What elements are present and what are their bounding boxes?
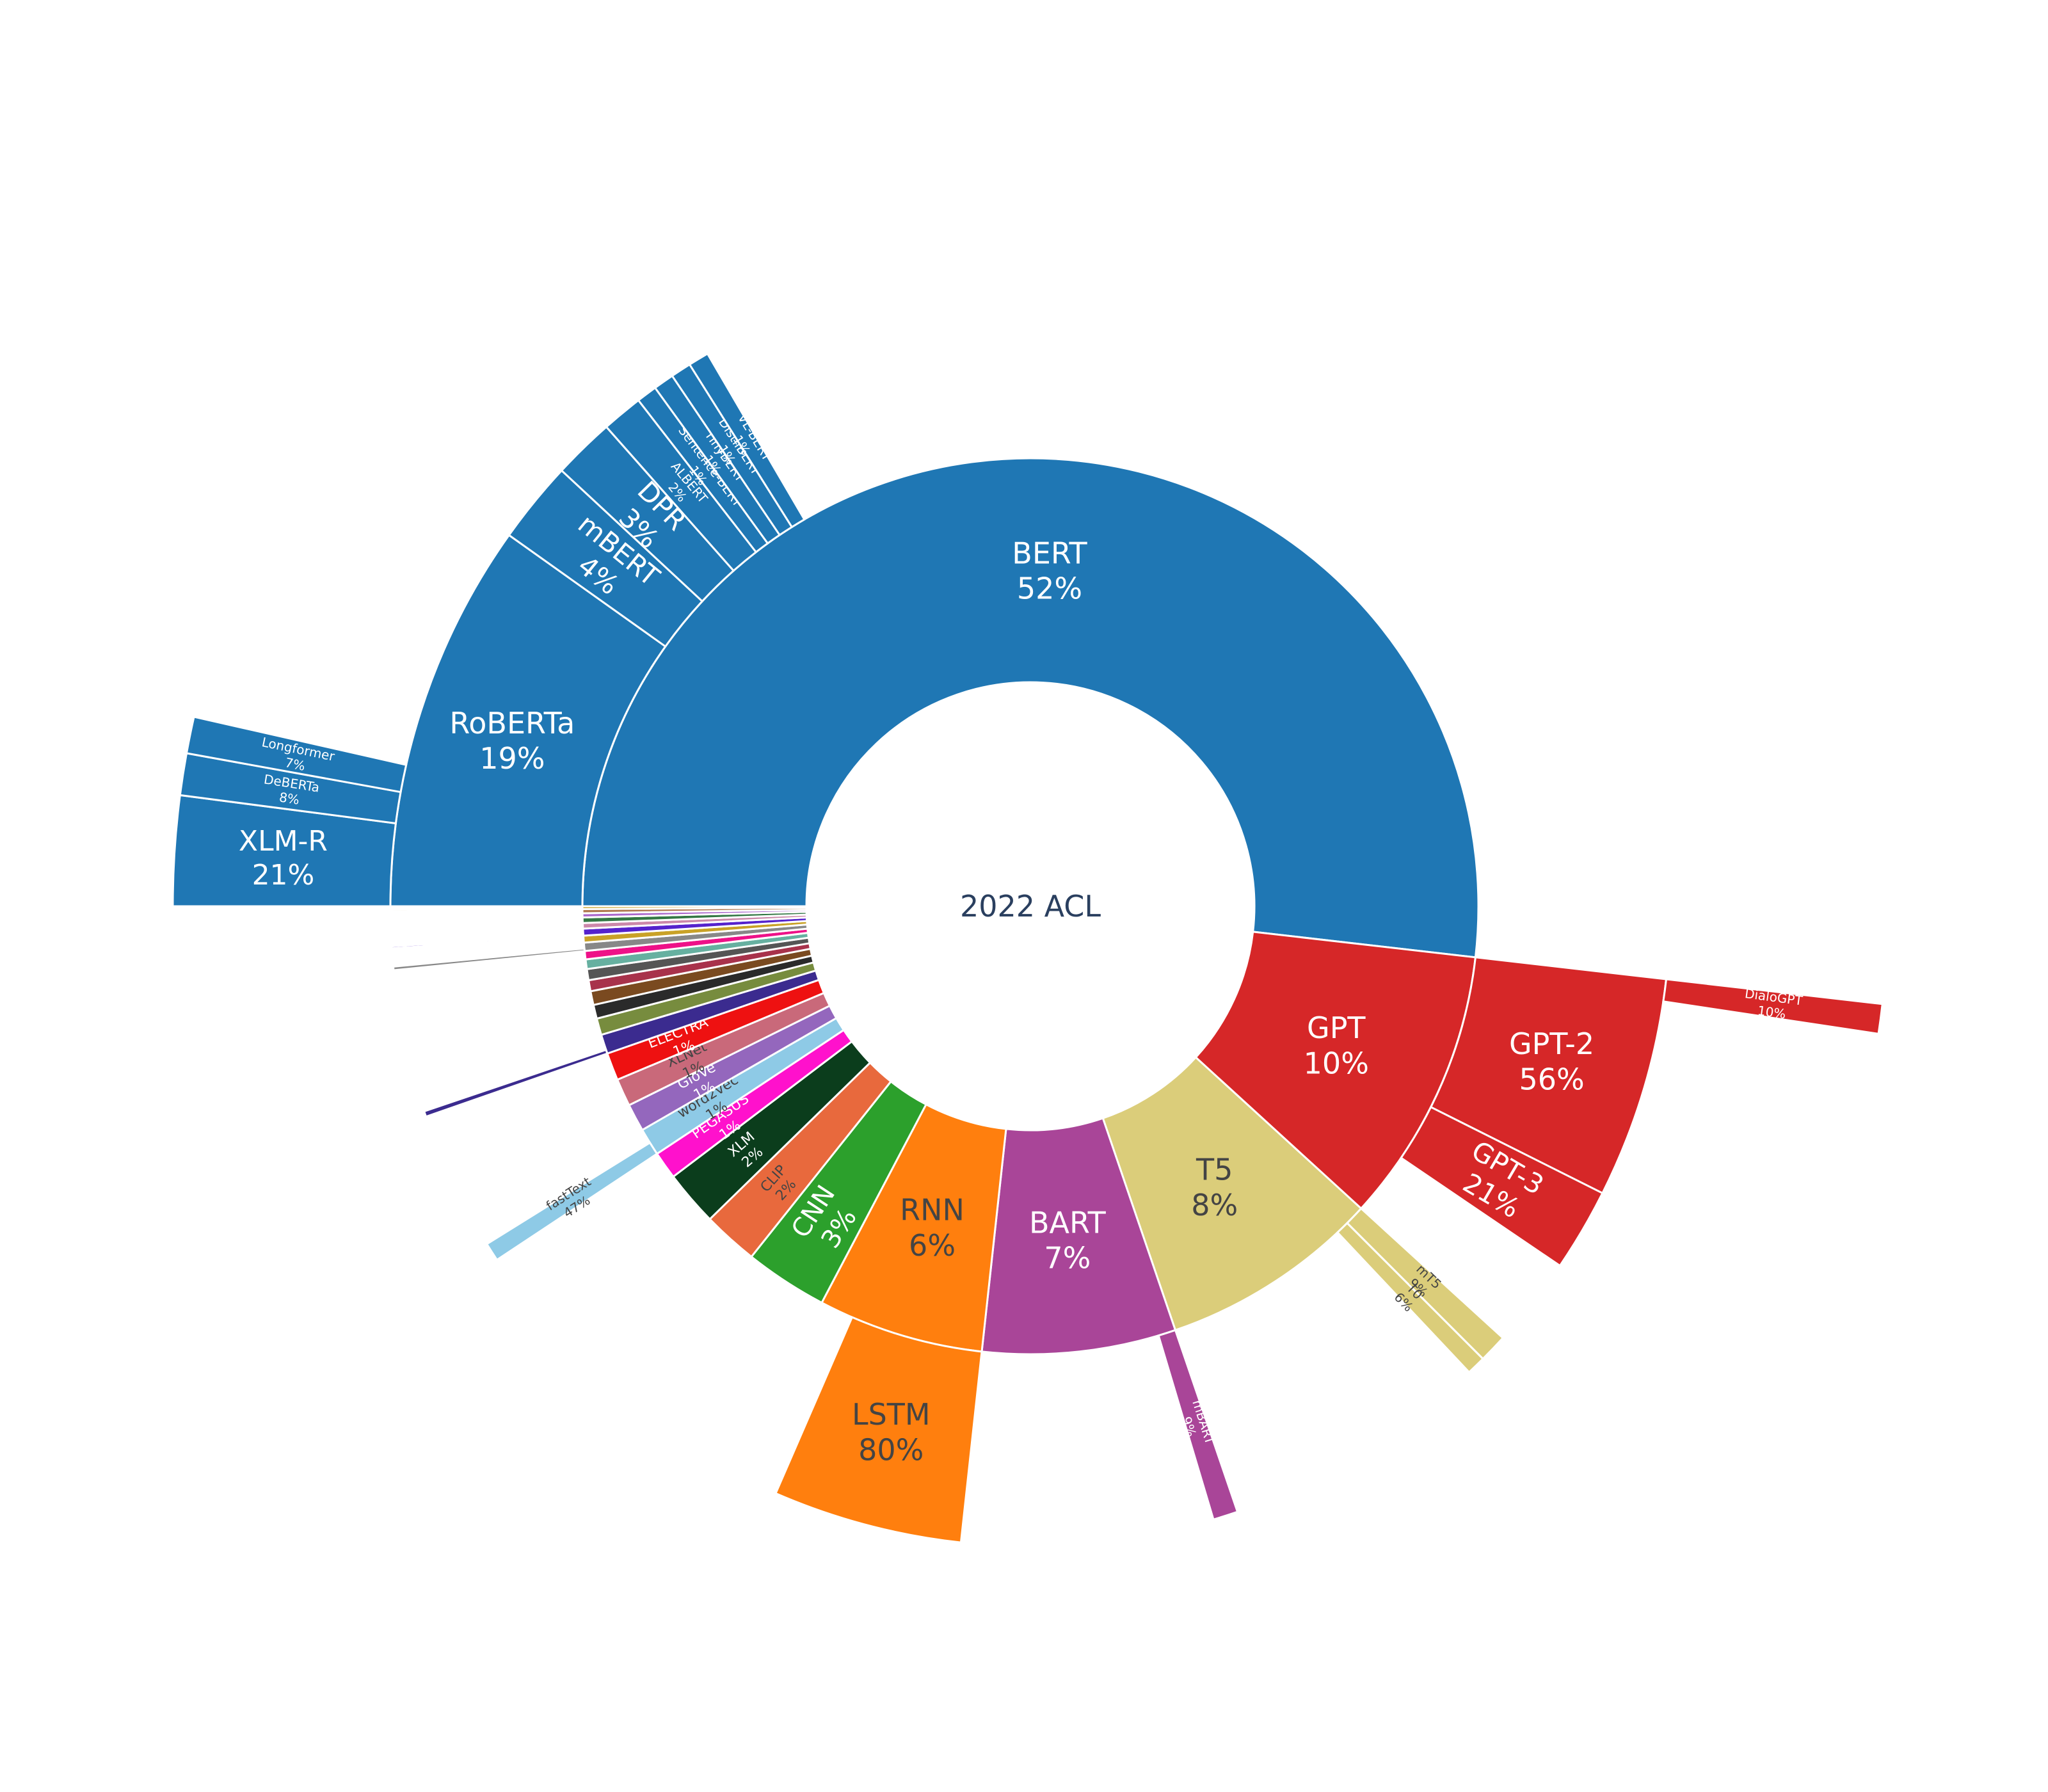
svg-text:T58%: T5 8% <box>1191 1153 1238 1222</box>
family-bert-child-roberta-sub-xlm-r-label: XLM-R 21% <box>239 825 328 892</box>
center-label: 2022 ACL <box>960 889 1101 924</box>
family-t5-child-t0-wedge[interactable] <box>1336 1221 1485 1374</box>
family-rnn-child-lstm-label: LSTM 80% <box>852 1397 931 1467</box>
family-rnn-label: RNN 6% <box>900 1193 964 1263</box>
family-unlabeled-child-unlabeled-wedge[interactable] <box>422 1048 609 1118</box>
family-gpt-child-gpt-2-label: GPT-2 56% <box>1509 1027 1594 1096</box>
family-gpt-label: GPT 10% <box>1304 1011 1369 1080</box>
family-unlabeled-child-unlabeled-wedge[interactable] <box>389 908 584 911</box>
family-bart-child-mbart-wedge[interactable] <box>1157 1329 1239 1521</box>
svg-text:GPT10%: GPT 10% <box>1304 1011 1369 1080</box>
family-bert-label: BERT 52% <box>1012 536 1087 605</box>
family-bert-child-roberta-label: RoBERTa 19% <box>449 706 575 776</box>
svg-text:XLM-R21%: XLM-R 21% <box>239 825 328 892</box>
family-word2vec-child-fasttext-wedge[interactable] <box>485 1141 659 1261</box>
family-unlabeled-child-unlabeled-wedge[interactable] <box>392 947 586 972</box>
family-rnn-child-lstm-wedge[interactable] <box>774 1316 983 1544</box>
family-bert-child-vl-bert-wedge[interactable] <box>688 352 806 529</box>
family-gpt-child-gpt-3-wedge[interactable] <box>1400 1105 1604 1267</box>
family-gpt-child-gpt-2-sub-dialogpt-wedge[interactable] <box>1662 978 1884 1036</box>
family-bart-label: BART 7% <box>1029 1205 1107 1275</box>
family-t5-label: T5 8% <box>1191 1153 1238 1222</box>
family-unlabeled-child-unlabeled-wedge[interactable] <box>390 933 585 950</box>
family-bert-child-roberta-sub-longformer-wedge[interactable] <box>185 716 408 794</box>
family-unlabeled-wedge[interactable] <box>581 905 808 910</box>
svg-text:GPT-256%: GPT-2 56% <box>1509 1027 1594 1096</box>
